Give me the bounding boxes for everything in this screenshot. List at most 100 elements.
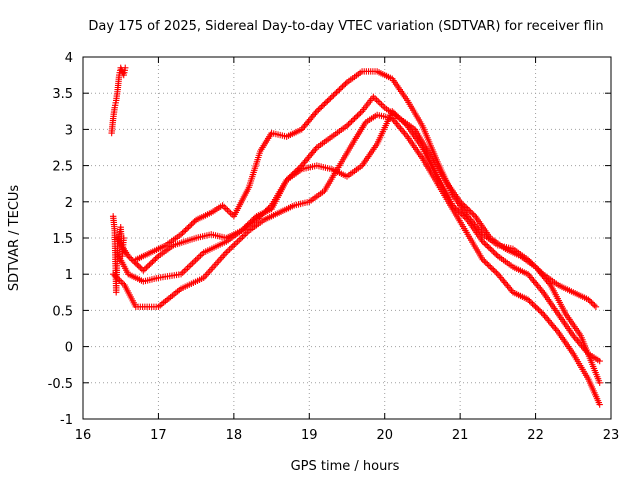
data-point: [357, 109, 364, 116]
data-point: [333, 89, 340, 96]
data-point: [488, 265, 496, 272]
data-point: [126, 254, 133, 261]
data-point: [134, 261, 141, 268]
data-point: [153, 254, 161, 261]
axis-ticks: 16 17 18 19 20 21 22 23 -1 -0.5 0 0.5 1 1.5 2 2.5 3 3.5 4: [48, 51, 620, 443]
data-point: [217, 256, 224, 263]
data-point: [482, 259, 489, 266]
data-point: [266, 203, 274, 211]
data-point: [481, 239, 488, 247]
data-point: [524, 256, 532, 263]
x-tick-label: 23: [603, 428, 620, 443]
data-point: [144, 263, 152, 270]
data-point: [334, 87, 342, 95]
y-tick-label: 3: [65, 123, 73, 138]
data-point: [488, 247, 496, 254]
data-point: [449, 202, 456, 209]
series-day-1: [109, 111, 603, 408]
data-point: [337, 84, 345, 92]
data-point: [450, 203, 458, 211]
data-point: [208, 266, 215, 273]
data-point: [485, 244, 493, 251]
data-point: [287, 172, 295, 179]
data-point: [215, 257, 222, 265]
data-point: [527, 299, 535, 306]
data-point: [376, 99, 384, 107]
data-point: [351, 115, 358, 122]
data-point: [330, 92, 337, 99]
data-point: [532, 263, 539, 271]
data-point: [354, 112, 361, 119]
data-point: [315, 106, 322, 114]
plot-frame: [82, 56, 612, 420]
data-point: [122, 64, 129, 72]
series-early-burst: [108, 64, 129, 137]
data-point: [487, 263, 494, 271]
data-point: [185, 263, 193, 270]
data-point: [485, 262, 493, 269]
data-point: [116, 277, 123, 284]
data-point: [182, 266, 190, 273]
y-tick-label: -0.5: [48, 377, 73, 392]
data-point: [452, 205, 459, 212]
data-point: [536, 268, 544, 275]
data-point: [349, 116, 357, 124]
data-point: [192, 257, 199, 264]
data-point: [479, 256, 486, 263]
data-point: [137, 264, 144, 271]
data-point: [591, 302, 598, 309]
data-point: [146, 261, 153, 268]
data-point: [346, 119, 354, 127]
data-point: [182, 226, 189, 234]
data-point: [140, 267, 147, 274]
data-point: [526, 257, 533, 265]
data-point: [256, 213, 263, 221]
data-point: [535, 306, 542, 313]
data-point: [227, 209, 234, 217]
data-point: [295, 165, 302, 172]
data-point: [190, 258, 198, 265]
data-point: [524, 296, 532, 303]
data-point: [294, 166, 301, 174]
data-point: [143, 264, 150, 271]
data-point: [526, 297, 533, 305]
data-point: [533, 305, 541, 312]
data-point: [205, 269, 212, 276]
data-point: [283, 176, 290, 184]
data-point: [355, 110, 363, 118]
data-point: [592, 303, 600, 310]
data-point: [234, 238, 241, 245]
data-point: [188, 221, 195, 228]
y-axis-label: SDTVAR / TECUs: [7, 185, 22, 292]
series-day-3: [113, 93, 603, 386]
data-point: [336, 86, 343, 93]
data-point: [186, 222, 194, 229]
data-point: [342, 80, 349, 87]
data-point: [147, 260, 155, 267]
data-point: [316, 105, 324, 112]
data-point: [260, 209, 268, 216]
data-point: [185, 223, 192, 231]
series-day-2: [113, 108, 603, 365]
data-point: [220, 252, 227, 260]
data-point: [325, 96, 333, 103]
data-point: [203, 271, 210, 278]
y-tick-label: 0: [65, 341, 73, 356]
series-day-4: [132, 68, 600, 310]
data-point: [530, 262, 538, 269]
data-point: [218, 254, 225, 261]
data-point: [181, 267, 188, 275]
data-point: [257, 212, 265, 219]
data-point: [596, 357, 603, 365]
data-point: [596, 401, 603, 408]
data-point: [225, 208, 233, 215]
y-tick-label: -1: [60, 413, 73, 428]
data-point: [214, 259, 221, 266]
data-point: [237, 235, 245, 242]
y-tick-label: 0.5: [52, 304, 73, 319]
data-point: [180, 228, 188, 235]
data-point: [481, 257, 488, 265]
data-point: [490, 266, 497, 274]
data-point: [224, 206, 231, 214]
